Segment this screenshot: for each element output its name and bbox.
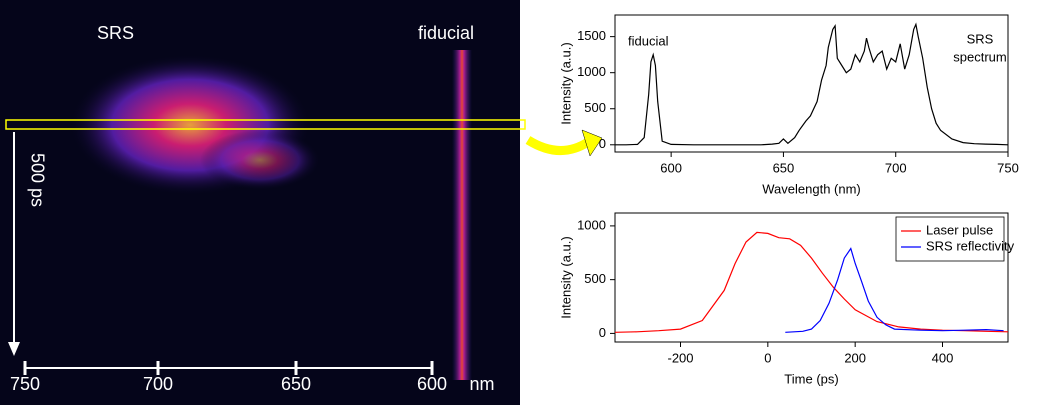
scale-label: 650 bbox=[281, 374, 311, 394]
streak-image: SRS fiducial 500 ps 750 700 650 600 nm bbox=[0, 0, 526, 405]
x-tick-label: -200 bbox=[667, 350, 693, 365]
x-tick-label: 400 bbox=[932, 350, 954, 365]
annotation: fiducial bbox=[628, 33, 669, 48]
scale-label: 750 bbox=[10, 374, 40, 394]
y-tick-label: 500 bbox=[584, 271, 606, 286]
time-label: 500 ps bbox=[27, 153, 47, 207]
x-axis-label: Time (ps) bbox=[784, 371, 838, 386]
plot-frame bbox=[614, 14, 1009, 153]
series-line bbox=[614, 231, 1009, 333]
y-tick-label: 1000 bbox=[577, 217, 606, 232]
y-tick-label: 500 bbox=[584, 100, 606, 115]
scale-ticks: 750 700 650 600 bbox=[10, 361, 447, 394]
arrow bbox=[525, 136, 591, 155]
x-tick-label: 0 bbox=[764, 350, 771, 365]
y-axis-label: Intensity (a.u.) bbox=[558, 42, 573, 124]
x-tick-label: 200 bbox=[844, 350, 866, 365]
legend-label: SRS reflectivity bbox=[926, 238, 1015, 253]
y-axis-label: Intensity (a.u.) bbox=[558, 236, 573, 318]
srs-signal bbox=[200, 130, 320, 190]
x-tick-label: 700 bbox=[885, 160, 907, 175]
x-tick-label: 600 bbox=[660, 160, 682, 175]
scale-unit: nm bbox=[469, 374, 494, 394]
fiducial-stripe bbox=[452, 50, 472, 380]
legend-label: Laser pulse bbox=[926, 222, 993, 237]
x-axis-label: Wavelength (nm) bbox=[762, 181, 861, 196]
srs-label: SRS bbox=[97, 23, 134, 43]
plot-frame bbox=[614, 212, 1009, 343]
y-tick-label: 1000 bbox=[577, 64, 606, 79]
annotation: SRS bbox=[967, 31, 994, 46]
y-tick-label: 0 bbox=[599, 325, 606, 340]
lineout-box bbox=[5, 119, 526, 130]
arrow-head bbox=[581, 129, 603, 157]
legend-box bbox=[895, 216, 1005, 262]
scale-label: 600 bbox=[417, 374, 447, 394]
x-tick-label: 650 bbox=[773, 160, 795, 175]
time-arrow-head bbox=[8, 342, 20, 356]
image-background bbox=[0, 0, 520, 405]
series-line bbox=[615, 22, 1009, 146]
y-tick-label: 1500 bbox=[577, 28, 606, 43]
scale-label: 700 bbox=[143, 374, 173, 394]
x-tick-label: 750 bbox=[997, 160, 1019, 175]
annotation: spectrum bbox=[953, 49, 1006, 64]
fiducial-label: fiducial bbox=[418, 23, 474, 43]
y-tick-label: 0 bbox=[599, 136, 606, 151]
series-line bbox=[785, 247, 1004, 333]
